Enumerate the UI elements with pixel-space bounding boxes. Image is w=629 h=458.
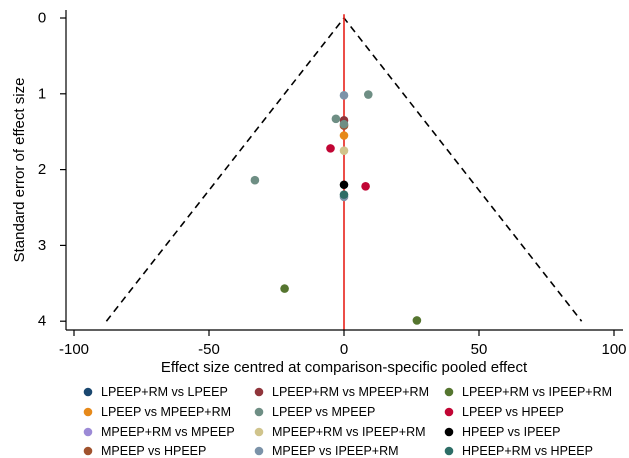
legend-item: LPEEP vs HPEEP bbox=[444, 405, 564, 419]
legend-marker bbox=[254, 427, 264, 437]
legend-label: LPEEP+RM vs LPEEP bbox=[101, 385, 228, 399]
legend-marker bbox=[254, 446, 264, 456]
legend-label: MPEEP+RM vs IPEEP+RM bbox=[272, 425, 426, 439]
legend-marker bbox=[444, 407, 454, 417]
legend-label: LPEEP+RM vs MPEEP+RM bbox=[272, 385, 429, 399]
legend-item: LPEEP vs MPEEP bbox=[254, 405, 375, 419]
x-tick-label: -100 bbox=[59, 341, 89, 358]
legend-marker bbox=[444, 427, 454, 437]
y-tick-label: 4 bbox=[38, 313, 46, 330]
legend-marker bbox=[83, 387, 93, 397]
x-tick-label: 50 bbox=[471, 341, 488, 358]
legend-label: MPEEP vs HPEEP bbox=[101, 444, 206, 458]
legend-item: HPEEP+RM vs HPEEP bbox=[444, 444, 593, 458]
legend-label: LPEEP vs HPEEP bbox=[462, 405, 564, 419]
x-axis-title: Effect size centred at comparison-specif… bbox=[161, 359, 528, 376]
data-point bbox=[339, 91, 349, 100]
legend-marker bbox=[254, 407, 264, 417]
y-axis-title: Standard error of effect size bbox=[11, 78, 28, 263]
legend-item: LPEEP+RM vs MPEEP+RM bbox=[254, 385, 429, 399]
axes: -100 -50 0 50 100 0 1 2 3 4 bbox=[38, 10, 627, 359]
legend-marker bbox=[444, 446, 454, 456]
legend-item: LPEEP+RM vs LPEEP bbox=[83, 385, 228, 399]
legend-item: LPEEP vs MPEEP+RM bbox=[83, 405, 231, 419]
data-point bbox=[331, 114, 341, 124]
x-tick-label: 0 bbox=[340, 341, 348, 358]
data-point bbox=[326, 144, 335, 153]
legend: LPEEP+RM vs LPEEP LPEEP vs MPEEP+RM MPEEP+… bbox=[83, 385, 612, 458]
data-point bbox=[339, 146, 349, 155]
legend-marker bbox=[83, 427, 93, 437]
data-point bbox=[361, 181, 370, 191]
legend-marker bbox=[83, 446, 93, 456]
legend-marker bbox=[83, 407, 93, 417]
legend-item: HPEEP vs IPEEP bbox=[444, 425, 560, 439]
data-point bbox=[280, 284, 289, 293]
legend-label: HPEEP+RM vs HPEEP bbox=[462, 444, 593, 458]
legend-label: LPEEP vs MPEEP+RM bbox=[101, 405, 231, 419]
legend-label: MPEEP vs IPEEP+RM bbox=[272, 444, 399, 458]
legend-label: HPEEP vs IPEEP bbox=[462, 425, 560, 439]
legend-marker bbox=[444, 387, 454, 397]
legend-item: MPEEP+RM vs IPEEP+RM bbox=[254, 425, 426, 439]
data-point bbox=[364, 90, 373, 99]
legend-item: MPEEP vs HPEEP bbox=[83, 444, 206, 458]
legend-label: LPEEP+RM vs IPEEP+RM bbox=[462, 385, 612, 399]
x-tick-label: -50 bbox=[198, 341, 220, 358]
data-point bbox=[339, 180, 349, 190]
data-point bbox=[339, 131, 349, 140]
legend-item: MPEEP vs IPEEP+RM bbox=[254, 444, 399, 458]
legend-label: LPEEP vs MPEEP bbox=[272, 405, 375, 419]
data-point bbox=[339, 119, 349, 129]
y-tick-label: 0 bbox=[38, 10, 46, 27]
y-tick-label: 1 bbox=[38, 85, 46, 102]
legend-item: LPEEP+RM vs IPEEP+RM bbox=[444, 385, 612, 399]
y-tick-label: 3 bbox=[38, 237, 46, 254]
data-point bbox=[412, 316, 422, 325]
plot-area bbox=[105, 14, 583, 330]
data-point bbox=[250, 175, 260, 185]
y-tick-label: 2 bbox=[38, 161, 46, 178]
legend-label: MPEEP+RM vs MPEEP bbox=[101, 425, 235, 439]
legend-marker bbox=[254, 387, 264, 397]
data-point bbox=[339, 190, 349, 199]
x-tick-label: 100 bbox=[601, 341, 626, 358]
legend-item: MPEEP+RM vs MPEEP bbox=[83, 425, 235, 439]
